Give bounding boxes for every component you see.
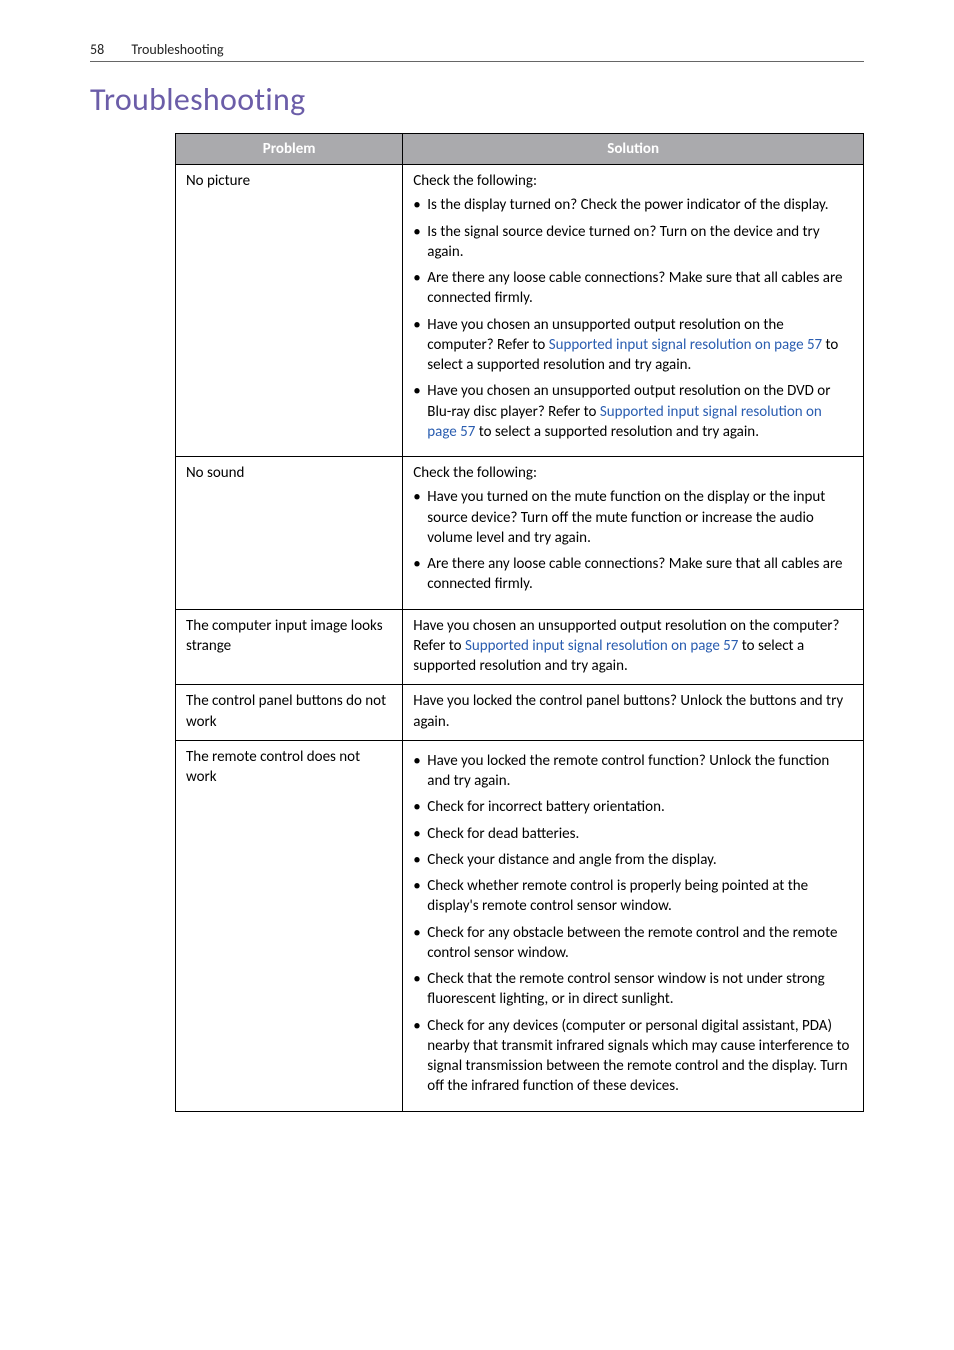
page-title: Troubleshooting	[90, 80, 864, 119]
solution-cell: Have you locked the control panel button…	[403, 685, 864, 741]
problem-cell: The remote control does not work	[176, 740, 403, 1111]
table-row: No picture Check the following: Is the dis…	[176, 165, 864, 457]
column-header-problem: Problem	[176, 134, 403, 165]
solution-item: Have you turned on the mute function on …	[413, 487, 853, 548]
table-row: The remote control does not workHave you…	[176, 740, 864, 1111]
table-row: The control panel buttons do not work Hav…	[176, 685, 864, 741]
solution-cell: Have you locked the remote control funct…	[403, 740, 864, 1111]
solution-item: Check for any obstacle between the remot…	[413, 923, 853, 964]
troubleshooting-table: Problem Solution No pictureCheck the fol…	[175, 133, 864, 1112]
solution-item: Have you chosen an unsupported output re…	[413, 315, 853, 376]
solution-lead: Check the following:	[413, 463, 853, 483]
header-section: Troubleshooting	[131, 41, 223, 58]
solution-list: Have you locked the remote control funct…	[413, 751, 853, 1097]
solution-item: Have you locked the remote control funct…	[413, 751, 853, 792]
page-header: 58 Troubleshooting	[90, 40, 864, 62]
solution-item: Check for incorrect battery orientation.	[413, 797, 853, 817]
solution-item: Check for any devices (computer or perso…	[413, 1016, 853, 1097]
solution-item: Are there any loose cable connections? M…	[413, 268, 853, 309]
column-header-solution: Solution	[403, 134, 864, 165]
problem-cell: No picture	[176, 165, 403, 457]
solution-item: Check for dead batteries.	[413, 824, 853, 844]
problem-cell: The control panel buttons do not work	[176, 685, 403, 741]
table-row: No sound Check the following: Have you tur…	[176, 457, 864, 610]
solution-item: Are there any loose cable connections? M…	[413, 554, 853, 595]
solution-item: Have you chosen an unsupported output re…	[413, 381, 853, 442]
solution-cell: Check the following: Is the display turne…	[403, 165, 864, 457]
solution-item: Is the signal source device turned on? T…	[413, 222, 853, 263]
solution-cell: Have you chosen an unsupported output re…	[403, 609, 864, 685]
solution-lead: Check the following:	[413, 171, 853, 191]
solution-item: Is the display turned on? Check the powe…	[413, 195, 853, 215]
table-row: The computer input image looks strangeHa…	[176, 609, 864, 685]
solution-text: Have you chosen an unsupported output re…	[413, 617, 839, 676]
problem-cell: The computer input image looks strange	[176, 609, 403, 685]
cross-reference-link[interactable]: Supported input signal resolution on pag…	[549, 336, 822, 354]
cross-reference-link[interactable]: Supported input signal resolution on pag…	[427, 403, 822, 441]
solution-list: Have you turned on the mute function on …	[413, 487, 853, 594]
page-number: 58	[90, 41, 104, 58]
cross-reference-link[interactable]: Supported input signal resolution on pag…	[465, 637, 738, 655]
solution-item: Check your distance and angle from the d…	[413, 850, 853, 870]
problem-cell: No sound	[176, 457, 403, 610]
solution-text: Have you locked the control panel button…	[413, 692, 843, 730]
solution-item: Check whether remote control is properly…	[413, 876, 853, 917]
solution-item: Check that the remote control sensor win…	[413, 969, 853, 1010]
solution-list: Is the display turned on? Check the powe…	[413, 195, 853, 442]
solution-cell: Check the following: Have you turned on t…	[403, 457, 864, 610]
